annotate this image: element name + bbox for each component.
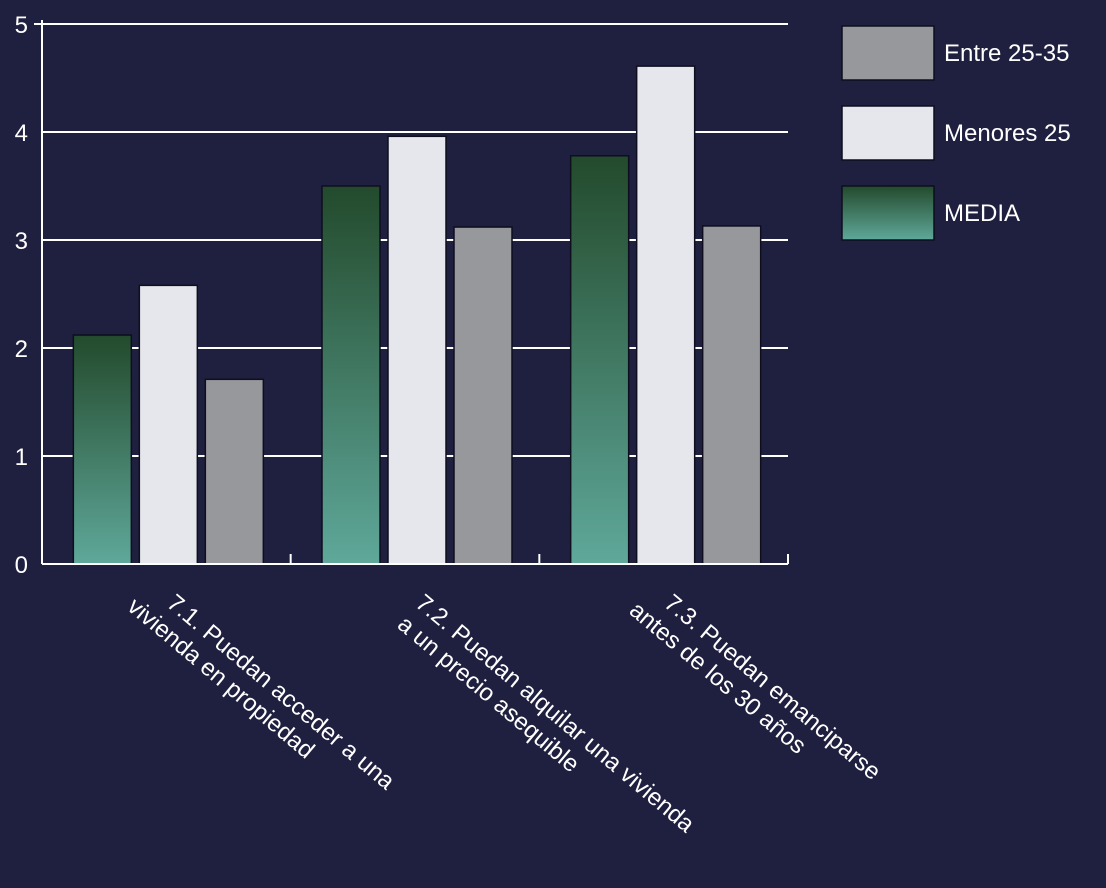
legend: Entre 25-35 Menores 25 MEDIA bbox=[841, 25, 1071, 241]
bar-menores-25-3 bbox=[635, 65, 696, 565]
bars bbox=[72, 65, 762, 565]
legend-swatch-menores-25 bbox=[841, 105, 935, 161]
bar-entre-25-35-3 bbox=[701, 225, 762, 565]
y-tick-label: 0 bbox=[15, 552, 28, 579]
y-tick-label: 1 bbox=[15, 444, 28, 471]
bar-media-2 bbox=[321, 185, 381, 565]
legend-swatch-entre-25-35 bbox=[841, 25, 935, 81]
bar-media-1 bbox=[72, 334, 133, 565]
y-tick-label: 3 bbox=[15, 228, 28, 255]
bar-media-3 bbox=[569, 155, 630, 565]
axes bbox=[34, 20, 789, 565]
y-tick-labels: 0 1 2 3 4 5 bbox=[15, 12, 28, 579]
category-label-line: 7.1. Puedan acceder a una bbox=[162, 589, 401, 795]
bar-menores-25-2 bbox=[387, 135, 447, 565]
category-label-line: 7.3. Puedan emanciparse bbox=[659, 589, 886, 785]
bar-entre-25-35-2 bbox=[453, 226, 513, 565]
category-label-line: vivienda en propiedad bbox=[122, 593, 319, 765]
legend-label: MEDIA bbox=[944, 200, 1020, 227]
y-tick-label: 2 bbox=[15, 336, 28, 363]
y-tick-label: 5 bbox=[15, 12, 28, 39]
legend-label: Menores 25 bbox=[944, 120, 1071, 147]
legend-swatch-media bbox=[841, 185, 935, 241]
category-label-line: a un precio asequible bbox=[392, 611, 584, 778]
legend-label: Entre 25-35 bbox=[944, 40, 1069, 67]
bar-entre-25-35-1 bbox=[204, 378, 265, 565]
bar-menores-25-1 bbox=[138, 284, 199, 565]
y-tick-label: 4 bbox=[15, 120, 28, 147]
